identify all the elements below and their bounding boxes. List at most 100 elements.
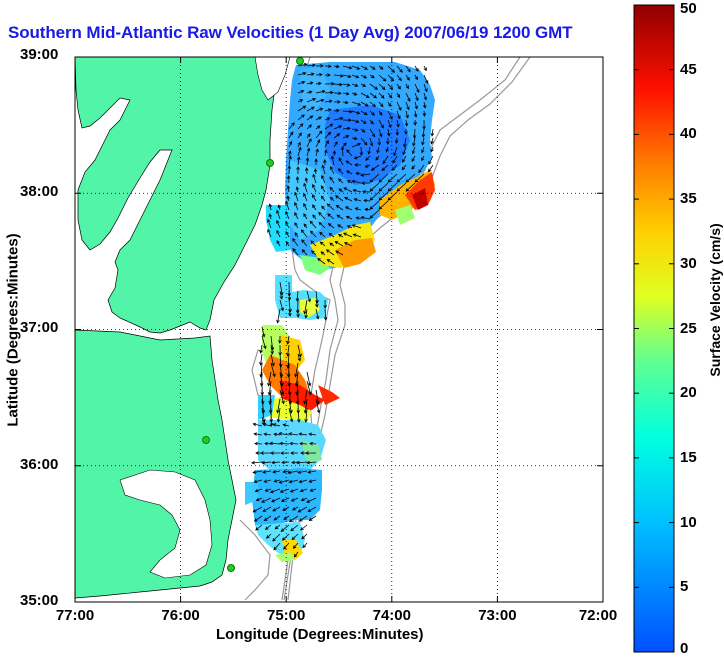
velocity-arrow (288, 389, 292, 404)
velocity-arrow (282, 506, 290, 511)
velocity-arrow-head (321, 174, 325, 179)
velocity-arrow-head (305, 451, 309, 455)
velocity-arrow (336, 205, 344, 211)
velocity-arrow-head (363, 141, 368, 146)
velocity-arrow (260, 353, 263, 365)
velocity-arrow-head (267, 382, 271, 387)
velocity-arrow (254, 443, 263, 445)
velocity-arrow-head (316, 139, 321, 143)
velocity-arrow-head (286, 175, 291, 179)
velocity-arrow-head (338, 91, 342, 95)
colorbar-label: Surface Velocity (cm/s) (707, 223, 723, 377)
velocity-arrow-head (252, 422, 257, 427)
velocity-arrow-head (263, 479, 268, 483)
velocity-arrow (298, 470, 308, 473)
velocity-arrow (369, 191, 380, 201)
velocity-arrow-head (297, 141, 301, 146)
velocity-arrow (300, 488, 308, 492)
velocity-arrow (423, 101, 426, 108)
velocity-arrow (306, 124, 312, 130)
velocity-arrow (297, 123, 304, 130)
colorbar-tick-label: 40 (680, 125, 697, 143)
velocity-arrow-head (310, 240, 315, 245)
velocity-arrow-head (261, 499, 265, 503)
velocity-arrow-head (264, 441, 268, 446)
velocity-arrow (381, 164, 389, 171)
velocity-arrow-head (323, 305, 327, 309)
velocity-arrow-head (278, 340, 282, 344)
velocity-arrow-head (337, 224, 341, 228)
velocity-arrow-head (308, 138, 312, 142)
velocity-arrow-head (299, 123, 304, 127)
velocity-arrow-head (269, 489, 274, 494)
velocity-arrow-head (290, 527, 295, 532)
velocity-arrow (288, 470, 299, 474)
velocity-arrow (351, 119, 359, 123)
velocity-arrow-head (377, 142, 382, 146)
velocity-arrow-head (329, 176, 333, 181)
velocity-arrow-head (382, 77, 387, 82)
velocity-arrow (299, 479, 308, 483)
velocity-arrow (377, 146, 380, 153)
velocity-arrow (414, 65, 419, 72)
velocity-arrow-head (311, 106, 315, 111)
velocity-arrow-head (404, 131, 408, 135)
velocity-arrow (306, 148, 310, 157)
velocity-arrow (312, 214, 317, 220)
velocity-arrow (308, 506, 317, 512)
station-marker (202, 436, 210, 444)
velocity-arrow-head (329, 186, 334, 191)
velocity-arrow-head (276, 209, 280, 214)
velocity-arrow (306, 64, 315, 67)
velocity-arrow-head (327, 223, 332, 227)
velocity-arrow (275, 524, 281, 530)
velocity-arrow-head (399, 69, 403, 73)
velocity-arrow-head (397, 115, 401, 120)
velocity-arrow (324, 109, 331, 112)
velocity-arrow (324, 140, 329, 148)
velocity-arrow-head (405, 85, 409, 90)
velocity-arrow-head (320, 98, 325, 103)
velocity-arrow (423, 74, 429, 84)
velocity-arrow (287, 186, 290, 193)
velocity-arrow-head (278, 364, 283, 368)
velocity-arrow (269, 389, 272, 405)
velocity-arrow-head (272, 423, 277, 427)
velocity-arrow-head (327, 213, 331, 217)
velocity-arrow-head (303, 62, 308, 67)
velocity-arrow-head (414, 76, 418, 81)
velocity-arrow (260, 362, 263, 378)
velocity-arrow-head (321, 89, 326, 94)
velocity-arrow (306, 106, 315, 112)
velocity-arrow-head (303, 213, 307, 217)
velocity-arrow-head (354, 163, 358, 167)
velocity-arrow-head (389, 86, 394, 90)
velocity-arrow-head (302, 71, 307, 76)
velocity-arrow (351, 110, 360, 114)
velocity-arrow-head (278, 480, 283, 484)
velocity-arrow (338, 178, 344, 184)
velocity-arrow-head (380, 94, 385, 99)
velocity-arrow (411, 164, 416, 170)
velocity-arrow-head (295, 310, 300, 314)
velocity-arrow-head (346, 225, 351, 229)
velocity-arrow-head (335, 195, 339, 199)
velocity-arrow-head (319, 72, 323, 77)
velocity-arrow-head (300, 497, 305, 502)
velocity-arrow-head (404, 122, 409, 127)
velocity-arrow-head (344, 206, 349, 210)
velocity-arrow-head (285, 210, 289, 215)
velocity-arrow (360, 92, 370, 98)
station-marker (296, 57, 304, 65)
velocity-arrow-head (344, 100, 349, 105)
velocity-arrow-head (288, 155, 292, 160)
x-tick-label: 76:00 (161, 607, 200, 624)
velocity-arrow-head (261, 333, 266, 338)
velocity-arrow-head (405, 114, 409, 119)
velocity-arrow-head (298, 146, 302, 151)
velocity-arrow (285, 201, 290, 211)
velocity-arrow-head (421, 141, 425, 146)
velocity-arrow (369, 128, 376, 137)
velocity-arrow-head (352, 188, 357, 193)
velocity-arrow-head (387, 197, 392, 201)
